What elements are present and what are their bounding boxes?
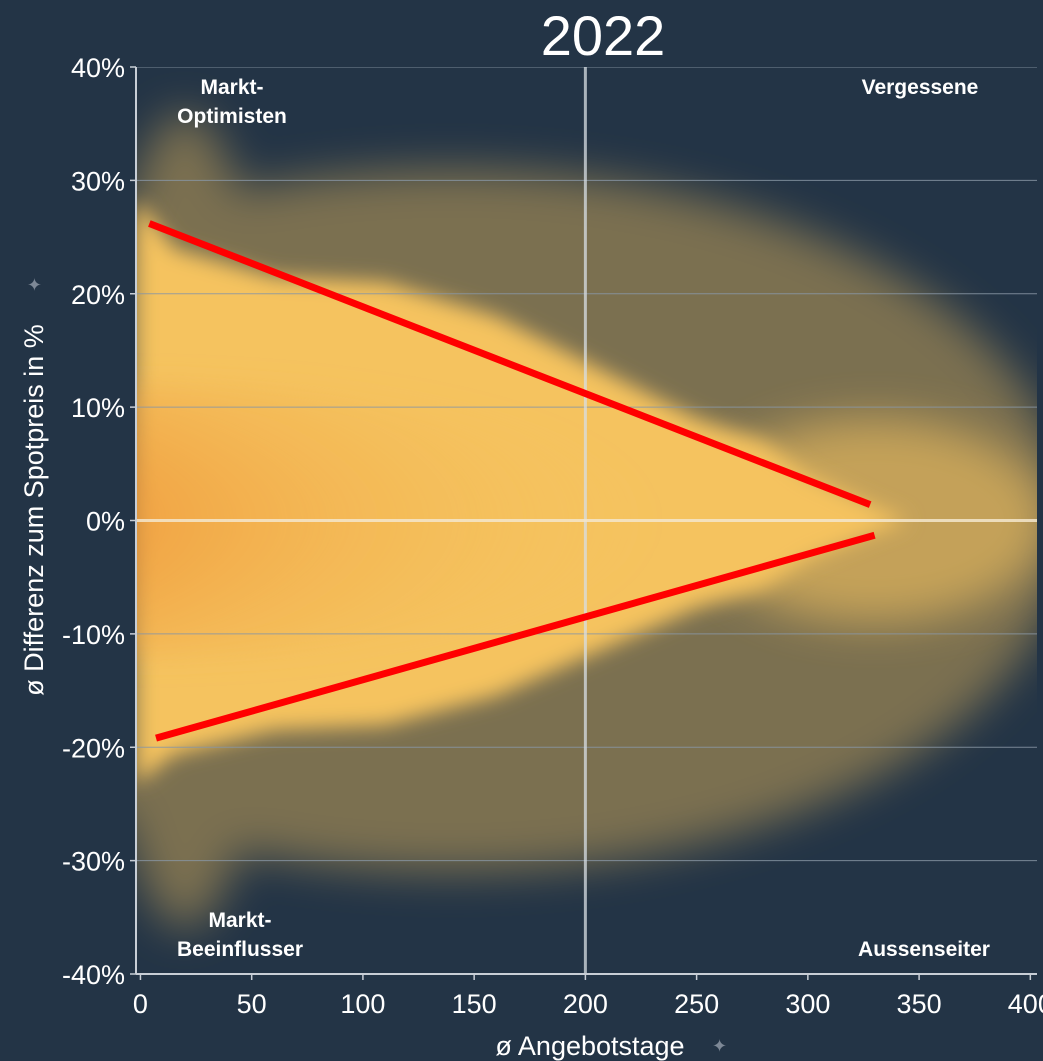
quadrant-label-line: Markt-: [208, 909, 271, 932]
quadrant-label-line: Beeinflusser: [177, 938, 303, 961]
x-axis-title: ø Angebotstage: [495, 1031, 684, 1061]
y-tick-label: 40%: [71, 53, 125, 83]
x-axis-pin-icon[interactable]: ✦: [712, 1036, 727, 1057]
y-tick-label: -30%: [62, 847, 125, 877]
quadrant-label-bottom-left: Markt- Beeinflusser: [177, 909, 303, 961]
quadrant-label-line: Vergessene: [862, 76, 979, 99]
y-axis-ticks: 40% 30% 20% 10% 0% -10% -20% -30% -40%: [62, 53, 136, 990]
plot-area: [136, 67, 1037, 974]
y-tick-label: -40%: [62, 960, 125, 990]
y-axis-pin-icon[interactable]: ✦: [25, 277, 46, 292]
x-tick-label: 250: [674, 989, 719, 1019]
quadrant-label-top-left: Markt- Optimisten: [177, 76, 287, 128]
y-tick-label: -10%: [62, 620, 125, 650]
x-axis-ticks: 0 50 100 150 200 250 300 350 400: [133, 974, 1043, 1019]
x-tick-label: 100: [340, 989, 385, 1019]
x-tick-label: 0: [133, 989, 148, 1019]
quadrant-label-line: Markt-: [200, 76, 263, 99]
quadrant-label-line: Optimisten: [177, 105, 287, 128]
quadrant-label-line: Aussenseiter: [858, 938, 990, 961]
trend-lines: [148, 220, 876, 742]
y-tick-label: -20%: [62, 733, 125, 763]
y-tick-label: 30%: [71, 166, 125, 196]
x-tick-label: 300: [785, 989, 830, 1019]
y-axis-title: ø Differenz zum Spotpreis in %: [19, 324, 49, 696]
x-tick-label: 400: [1008, 989, 1043, 1019]
trend-line: [155, 531, 876, 742]
y-tick-label: 20%: [71, 280, 125, 310]
x-tick-label: 200: [563, 989, 608, 1019]
y-tick-label: 10%: [71, 393, 125, 423]
y-tick-label: 0%: [86, 507, 125, 537]
x-tick-label: 50: [237, 989, 267, 1019]
reference-lines: [136, 67, 1037, 974]
quadrant-label-top-right: Vergessene: [862, 76, 979, 99]
trend-line: [148, 220, 872, 508]
x-tick-label: 350: [897, 989, 942, 1019]
chart-title: 2022: [541, 4, 666, 67]
quadrant-label-bottom-right: Aussenseiter: [858, 938, 990, 961]
x-tick-label: 150: [452, 989, 497, 1019]
